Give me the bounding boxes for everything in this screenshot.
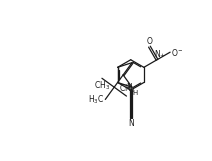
- Text: +: +: [159, 53, 164, 58]
- Text: N: N: [128, 119, 134, 128]
- Text: H$_3$C: H$_3$C: [88, 93, 105, 106]
- Text: O: O: [146, 37, 152, 46]
- Text: N: N: [154, 50, 160, 59]
- Text: H: H: [132, 90, 138, 96]
- Text: CH$_3$: CH$_3$: [94, 79, 110, 92]
- Text: N: N: [126, 83, 132, 92]
- Text: CH$_3$: CH$_3$: [119, 83, 135, 95]
- Text: O$^{-}$: O$^{-}$: [171, 47, 183, 58]
